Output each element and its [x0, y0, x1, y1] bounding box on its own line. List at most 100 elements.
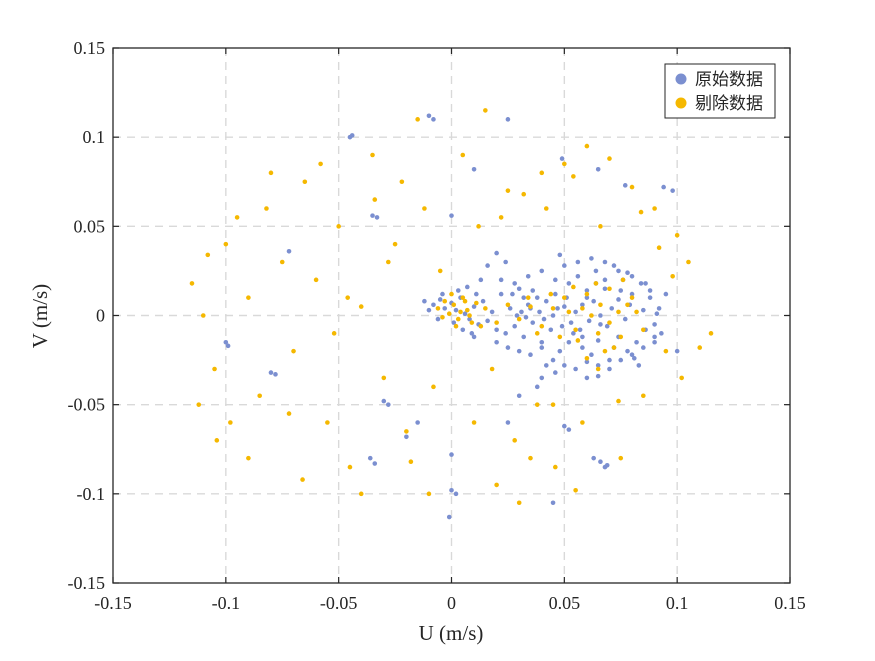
data-point — [449, 291, 454, 297]
data-point — [584, 359, 590, 365]
data-point — [618, 455, 624, 461]
data-point — [548, 327, 554, 333]
data-point — [604, 463, 610, 468]
data-point — [537, 309, 542, 315]
data-point — [426, 307, 432, 313]
data-point — [498, 277, 504, 283]
data-point — [641, 307, 646, 313]
data-point — [485, 318, 490, 324]
data-point — [449, 487, 454, 493]
data-point — [528, 304, 533, 309]
data-point — [577, 327, 583, 333]
data-point — [674, 232, 680, 238]
data-point — [686, 259, 691, 265]
data-point — [618, 334, 624, 340]
data-point — [214, 438, 220, 443]
data-point — [300, 477, 305, 482]
data-point — [223, 339, 229, 345]
data-point — [302, 179, 308, 185]
data-point — [580, 420, 585, 425]
data-point — [708, 331, 714, 336]
data-point — [566, 309, 572, 315]
data-point — [516, 393, 522, 399]
data-point — [523, 314, 529, 320]
data-point — [550, 402, 556, 407]
data-point — [516, 316, 522, 322]
data-point — [196, 402, 202, 407]
data-point — [521, 295, 527, 300]
data-point — [553, 464, 558, 470]
data-point — [595, 363, 601, 368]
data-point — [528, 455, 533, 461]
data-point — [318, 161, 323, 167]
data-point — [611, 345, 617, 350]
data-point — [595, 366, 601, 372]
data-point — [446, 514, 452, 520]
data-point — [616, 268, 621, 274]
data-point — [399, 179, 405, 185]
data-point — [489, 366, 495, 372]
data-point — [543, 363, 549, 368]
legend-box — [664, 63, 776, 119]
data-point — [494, 327, 499, 333]
data-point — [453, 491, 459, 497]
legend-label-original: 原始数据 — [695, 70, 763, 90]
legend-marker-original — [675, 73, 687, 85]
data-point — [595, 338, 601, 343]
data-point — [476, 224, 481, 229]
data-point — [562, 304, 567, 309]
data-point — [580, 302, 585, 308]
data-point — [604, 323, 610, 329]
axis-ticks: -0.15 -0.1 -0.05 0 0.05 0.1 0.15 -0.15 -0.1 -0.05… — [68, 38, 806, 613]
data-point — [525, 295, 531, 300]
data-point — [638, 281, 644, 286]
data-point — [462, 311, 468, 317]
data-point — [584, 375, 590, 381]
series-0 — [223, 113, 680, 520]
data-point — [223, 241, 229, 247]
data-point — [431, 117, 436, 122]
data-point — [422, 298, 427, 304]
data-point — [575, 273, 581, 279]
data-point — [446, 311, 452, 317]
data-point — [225, 343, 231, 349]
data-point — [291, 348, 296, 354]
data-point — [189, 281, 195, 286]
data-point — [641, 345, 646, 350]
data-point — [336, 224, 341, 229]
data-point — [415, 117, 420, 122]
data-point — [325, 420, 330, 425]
y-tick-label: 0.15 — [74, 38, 106, 58]
data-point — [571, 174, 576, 179]
data-point — [264, 206, 269, 211]
data-point — [534, 331, 540, 336]
data-point — [553, 277, 558, 283]
data-point — [553, 370, 558, 375]
data-point — [458, 309, 463, 315]
data-point — [437, 268, 443, 274]
data-point — [435, 306, 441, 311]
data-point — [659, 331, 664, 336]
data-point — [557, 334, 563, 340]
data-point — [521, 191, 527, 197]
data-point — [442, 298, 448, 304]
y-tick-label: 0 — [96, 306, 105, 326]
data-point — [562, 423, 567, 429]
data-point — [566, 427, 572, 432]
legend-marker-removed — [675, 97, 687, 109]
data-point — [374, 215, 380, 220]
x-axis-title: U (m/s) — [419, 621, 484, 645]
data-point — [559, 323, 565, 329]
data-point — [629, 273, 635, 279]
data-point — [584, 291, 590, 297]
data-point — [568, 320, 574, 325]
data-point — [313, 277, 319, 283]
data-point — [586, 318, 592, 324]
data-point — [286, 249, 292, 254]
series-1 — [189, 108, 714, 506]
data-point — [494, 339, 499, 345]
x-tick-label: 0 — [447, 593, 456, 613]
data-point — [268, 370, 274, 375]
data-point — [629, 291, 635, 297]
data-point — [656, 306, 662, 311]
